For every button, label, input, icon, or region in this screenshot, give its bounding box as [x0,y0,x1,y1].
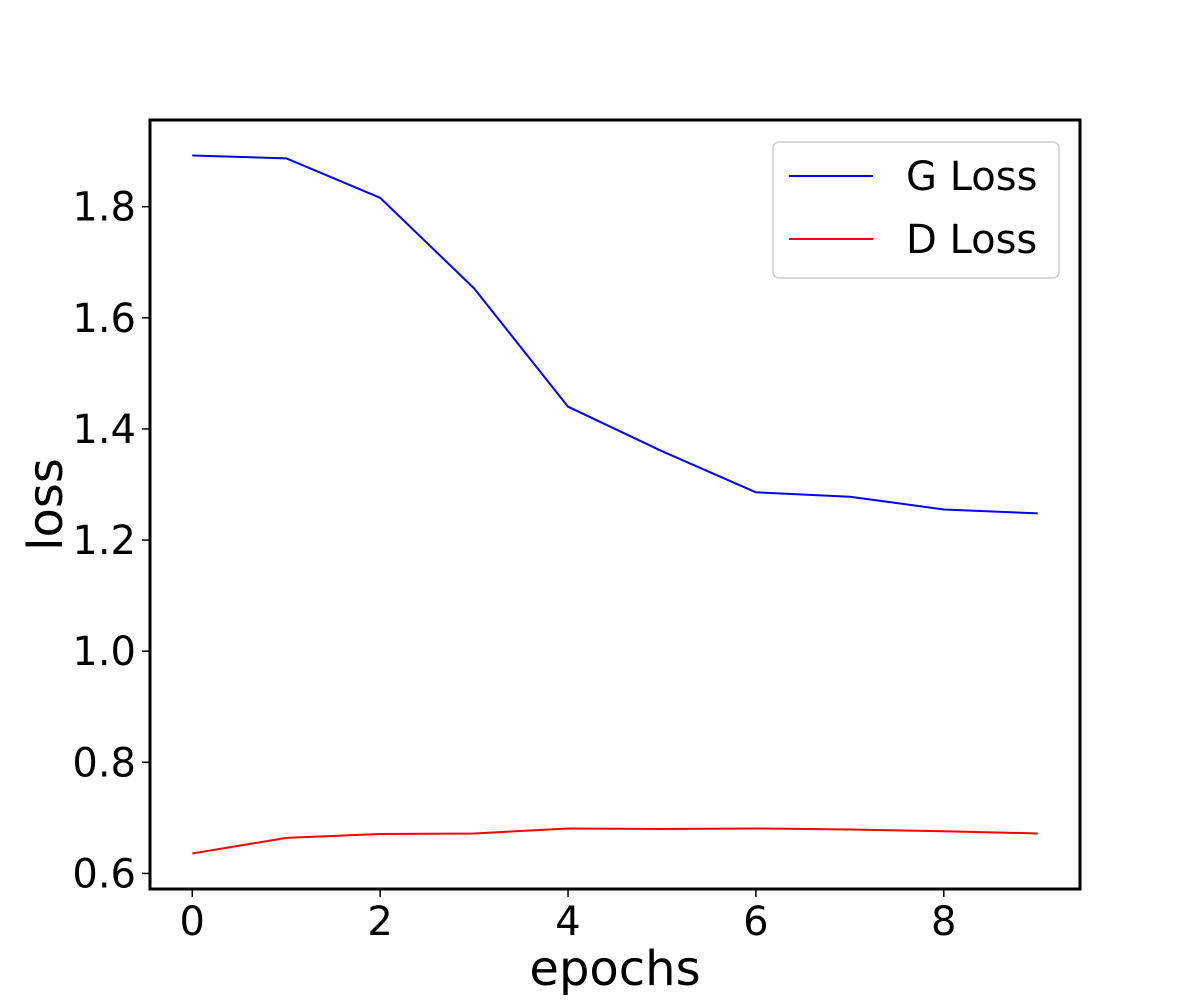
legend-label: D Loss [906,217,1037,263]
y-tick-label: 1.4 [72,407,136,453]
x-tick-label: 8 [931,899,956,945]
y-tick-label: 0.6 [72,851,136,897]
x-axis-ticks: 0 2 4 6 8 [180,889,957,945]
x-tick-label: 6 [743,899,768,945]
y-tick-label: 1.0 [72,629,136,675]
y-tick-label: 1.6 [72,296,136,342]
legend-label: G Loss [906,154,1037,200]
series-layer [192,154,1038,855]
y-tick-label: 1.2 [72,518,136,564]
series-line-d-loss [192,827,1038,855]
x-tick-label: 4 [555,899,580,945]
y-axis-ticks: 0.6 0.8 1.0 1.2 1.4 1.6 1.8 [72,185,150,897]
series-line-g-loss [192,154,1038,515]
y-tick-label: 1.8 [72,185,136,231]
legend: G Loss D Loss [772,141,1060,279]
y-axis-title: loss [18,458,74,551]
plot-frame [148,118,1082,891]
y-tick-label: 0.8 [72,740,136,786]
x-tick-label: 0 [180,899,205,945]
x-tick-label: 2 [367,899,392,945]
x-axis-title: epochs [529,941,700,997]
